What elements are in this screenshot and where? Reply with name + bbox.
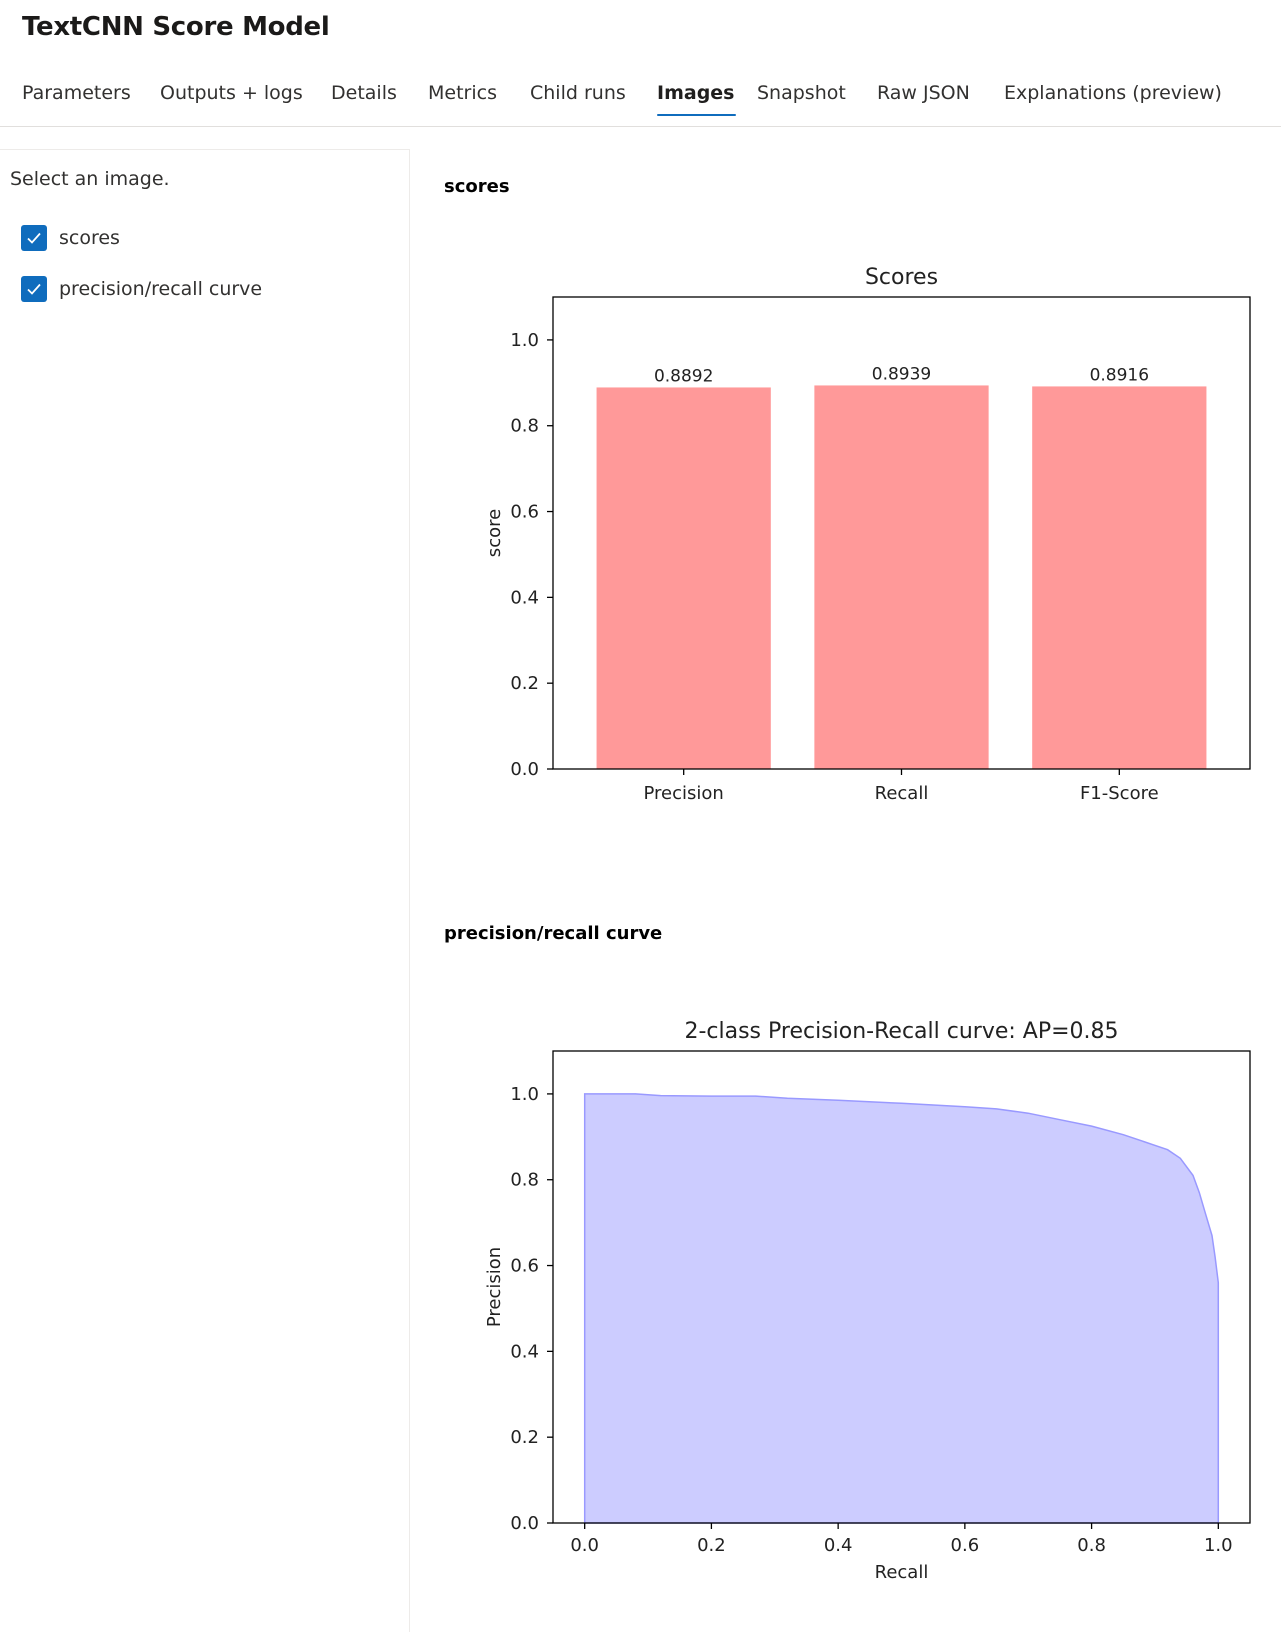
tab-bar: Parameters Outputs + logs Details Metric… <box>0 70 1281 127</box>
y-tick-label: 0.2 <box>510 1427 539 1448</box>
x-tick-label: 0.2 <box>697 1535 726 1556</box>
chart-title: Scores <box>865 265 938 290</box>
precision-recall-chart-image: 2-class Precision-Recall curve: AP=0.85 0… <box>470 990 1281 1632</box>
tab-snapshot[interactable]: Snapshot <box>757 82 846 104</box>
x-tick-label: 0.6 <box>951 1535 980 1556</box>
y-tick-label: 0.8 <box>510 1170 539 1191</box>
section-heading-precision-recall-curve: precision/recall curve <box>444 923 663 944</box>
tab-explanations[interactable]: Explanations (preview) <box>1004 82 1222 104</box>
image-option-label: precision/recall curve <box>59 278 263 300</box>
y-tick-label: 0.8 <box>510 416 539 437</box>
x-tick-label: 1.0 <box>1204 1535 1233 1556</box>
tab-images[interactable]: Images <box>657 82 737 122</box>
bar-precision <box>596 387 771 769</box>
checkmark-icon <box>27 283 41 295</box>
scores-chart-image: Scores 0.8892 Precision 0.8939 Recall 0.8916 F… <box>470 245 1281 865</box>
bar-f1-score <box>1032 386 1207 769</box>
y-tick-label: 0.4 <box>510 1341 539 1362</box>
section-heading-scores: scores <box>444 176 510 197</box>
plot-frame <box>552 296 1251 770</box>
x-tick-label: 0.8 <box>1077 1535 1106 1556</box>
image-selector-hint: Select an image. <box>10 168 170 190</box>
bar-recall <box>814 385 989 769</box>
y-tick-label: 0.0 <box>510 1513 539 1534</box>
plot-frame <box>552 1050 1251 1524</box>
image-option-scores[interactable]: scores <box>21 224 120 252</box>
tab-parameters[interactable]: Parameters <box>22 82 131 104</box>
x-axis-label: Recall <box>875 1562 929 1583</box>
x-tick-label: F1-Score <box>1080 783 1159 804</box>
y-axis-label: Precision <box>484 1247 505 1327</box>
image-selector-panel: Select an image. scores precision/recall… <box>0 149 410 1632</box>
tab-outputs-logs[interactable]: Outputs + logs <box>160 82 303 104</box>
y-tick-label: 0.4 <box>510 587 539 608</box>
active-tab-indicator <box>657 114 737 116</box>
y-tick-label: 1.0 <box>510 1084 539 1105</box>
x-tick-label: 0.0 <box>570 1535 599 1556</box>
image-option-label: scores <box>59 227 120 249</box>
pr-curve-line <box>583 1093 1220 1524</box>
page-title: TextCNN Score Model <box>22 12 330 42</box>
tab-child-runs[interactable]: Child runs <box>530 82 626 104</box>
tab-details[interactable]: Details <box>331 82 397 104</box>
tab-raw-json[interactable]: Raw JSON <box>877 82 970 104</box>
checkmark-icon <box>27 232 41 244</box>
x-tick-label: Precision <box>644 783 724 804</box>
x-tick-label: 0.4 <box>824 1535 853 1556</box>
precision-recall-chart: 2-class Precision-Recall curve: AP=0.85 0… <box>484 1019 1251 1583</box>
y-tick-label: 0.6 <box>510 1256 539 1277</box>
x-tick-label: Recall <box>875 783 929 804</box>
precision-recall-checkbox[interactable] <box>21 276 47 302</box>
bar-value-label: 0.8939 <box>872 364 931 384</box>
scores-checkbox[interactable] <box>21 225 47 251</box>
y-tick-label: 0.2 <box>510 673 539 694</box>
y-tick-label: 0.0 <box>510 759 539 780</box>
chart-title: 2-class Precision-Recall curve: AP=0.85 <box>684 1019 1118 1044</box>
pr-area-fill <box>584 1093 1219 1523</box>
bar-value-label: 0.8892 <box>654 366 713 386</box>
y-axis-label: score <box>484 509 505 557</box>
y-tick-label: 0.6 <box>510 502 539 523</box>
image-option-precision-recall-curve[interactable]: precision/recall curve <box>21 275 262 303</box>
y-tick-label: 1.0 <box>510 330 539 351</box>
tab-metrics[interactable]: Metrics <box>428 82 497 104</box>
bar-value-label: 0.8916 <box>1090 365 1149 385</box>
scores-bar-chart: Scores 0.8892 Precision 0.8939 Recall 0.8916 F… <box>484 265 1251 804</box>
